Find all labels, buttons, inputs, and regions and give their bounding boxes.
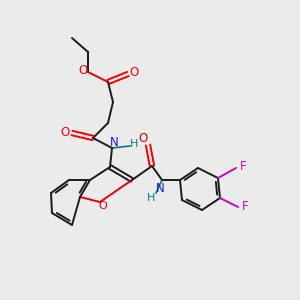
Text: F: F (240, 160, 246, 173)
Text: O: O (60, 125, 70, 139)
Text: N: N (156, 182, 164, 194)
Text: O: O (99, 201, 107, 211)
Text: O: O (129, 67, 139, 80)
Text: O: O (138, 133, 148, 146)
Text: H: H (147, 193, 155, 203)
Text: O: O (78, 64, 88, 77)
Text: H: H (130, 139, 138, 149)
Text: F: F (242, 200, 248, 214)
Text: N: N (110, 136, 118, 149)
